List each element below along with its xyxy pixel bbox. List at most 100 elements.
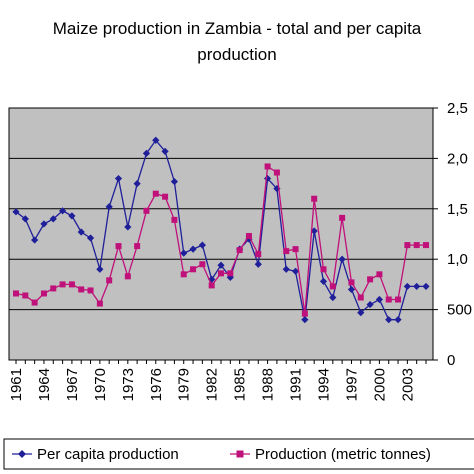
data-point bbox=[58, 207, 67, 215]
data-point bbox=[208, 282, 215, 289]
data-point bbox=[171, 216, 178, 223]
data-point bbox=[394, 316, 402, 324]
data-point bbox=[292, 246, 299, 253]
y-tick-label: 1,0 bbox=[447, 251, 468, 268]
data-point bbox=[255, 251, 262, 258]
data-point bbox=[301, 316, 309, 324]
data-point bbox=[395, 296, 402, 303]
x-tick-label: 1997 bbox=[343, 368, 360, 401]
data-point bbox=[87, 287, 94, 294]
data-point bbox=[180, 249, 188, 257]
data-point bbox=[68, 212, 76, 220]
data-point bbox=[40, 290, 47, 297]
data-point bbox=[357, 294, 364, 301]
data-point bbox=[161, 147, 169, 155]
data-point bbox=[96, 265, 104, 273]
data-point bbox=[114, 174, 123, 183]
data-point bbox=[404, 242, 411, 249]
data-point bbox=[106, 277, 113, 284]
chart-title-line1: Maize production in Zambia - total and p… bbox=[53, 19, 422, 38]
data-point bbox=[273, 185, 281, 193]
data-point bbox=[22, 292, 29, 299]
chart-title-line2: production bbox=[197, 45, 276, 64]
data-point bbox=[13, 290, 19, 297]
x-tick-label: 1961 bbox=[8, 368, 25, 401]
data-point bbox=[254, 260, 262, 268]
data-point bbox=[347, 285, 356, 294]
data-point bbox=[189, 245, 197, 253]
data-point bbox=[413, 282, 421, 291]
data-point bbox=[217, 261, 225, 269]
x-tick-label: 1967 bbox=[64, 368, 81, 401]
data-point bbox=[403, 282, 411, 291]
data-point bbox=[142, 149, 151, 157]
data-point bbox=[124, 223, 132, 231]
data-point bbox=[301, 310, 308, 317]
data-point bbox=[423, 242, 429, 249]
legend: Per capita production Production (metric … bbox=[3, 438, 474, 470]
legend-label: Production (metric tonnes) bbox=[255, 446, 431, 463]
data-point bbox=[366, 300, 374, 309]
x-tick-label: 1994 bbox=[316, 368, 333, 401]
y-tick-label: 2,5 bbox=[447, 100, 468, 117]
x-tick-label: 2000 bbox=[371, 368, 388, 401]
data-point bbox=[339, 214, 346, 221]
data-point bbox=[143, 207, 150, 214]
data-point bbox=[96, 300, 103, 307]
data-point bbox=[152, 190, 159, 197]
data-point bbox=[21, 215, 29, 223]
x-tick-label: 1982 bbox=[204, 368, 221, 401]
data-point bbox=[375, 295, 384, 304]
data-point bbox=[236, 247, 243, 254]
data-point bbox=[31, 236, 39, 244]
x-tick-label: 2003 bbox=[399, 368, 416, 401]
data-point bbox=[283, 248, 290, 255]
data-point bbox=[198, 241, 206, 249]
data-point bbox=[320, 266, 327, 273]
plot-background bbox=[8, 107, 434, 361]
x-tick-label: 1991 bbox=[288, 368, 305, 401]
data-point bbox=[385, 316, 393, 324]
data-point bbox=[422, 282, 430, 291]
y-tick-label: 2,0 bbox=[447, 150, 468, 167]
data-point bbox=[78, 286, 85, 293]
data-point bbox=[180, 271, 187, 278]
data-point bbox=[367, 276, 374, 283]
data-point bbox=[124, 273, 131, 280]
data-point bbox=[218, 270, 224, 277]
x-tick-label: 1970 bbox=[92, 368, 109, 401]
x-tick-label: 1985 bbox=[232, 368, 249, 401]
y-tick-label: 1,5 bbox=[447, 201, 468, 218]
data-point bbox=[49, 215, 57, 223]
x-tick-label: 1973 bbox=[120, 368, 137, 401]
data-point bbox=[208, 275, 216, 283]
data-point bbox=[376, 271, 383, 278]
data-point bbox=[40, 220, 48, 228]
data-point bbox=[59, 281, 66, 288]
data-point bbox=[12, 208, 20, 216]
x-tick-label: 1976 bbox=[148, 368, 165, 401]
data-point bbox=[227, 270, 234, 277]
data-point bbox=[105, 203, 113, 211]
data-point bbox=[68, 281, 75, 288]
data-point bbox=[413, 242, 420, 249]
data-point bbox=[190, 266, 197, 273]
data-point bbox=[199, 261, 206, 268]
x-tick-label: 1964 bbox=[36, 368, 53, 401]
data-point bbox=[291, 267, 300, 275]
legend-marker bbox=[236, 450, 244, 458]
plot-area: 0 500 1,0 1,5 2,0 2,5 1961 1964 1967 1970 1973 1976… bbox=[8, 100, 472, 401]
data-point bbox=[311, 195, 318, 202]
data-point bbox=[134, 243, 141, 250]
data-point bbox=[115, 243, 122, 250]
data-point bbox=[152, 136, 160, 144]
data-point bbox=[50, 285, 57, 292]
data-point bbox=[329, 293, 337, 302]
data-point bbox=[77, 228, 85, 236]
data-point bbox=[385, 296, 392, 303]
legend-marker bbox=[18, 450, 26, 458]
data-point bbox=[348, 279, 355, 286]
y-tick-label: 0 bbox=[447, 352, 455, 369]
x-tick-label: 1988 bbox=[260, 368, 277, 401]
